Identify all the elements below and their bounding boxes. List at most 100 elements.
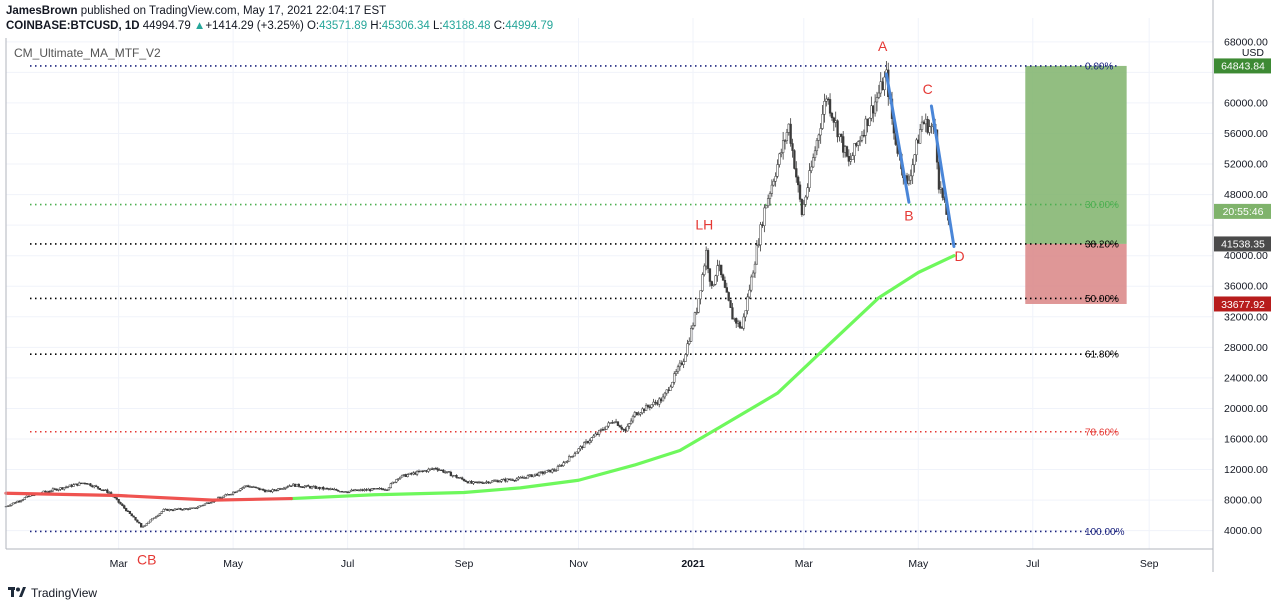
chart-header: JamesBrown published on TradingView.com,… — [6, 4, 553, 34]
target-zone — [1025, 65, 1127, 244]
fib-level-label: 100.00% — [1085, 527, 1125, 538]
candle-body — [506, 478, 509, 482]
candle-body — [404, 474, 407, 477]
fib-level-label: 30.00% — [1085, 200, 1119, 211]
candle-body — [588, 440, 591, 444]
annotation-b: B — [904, 208, 913, 224]
candle-body — [496, 480, 499, 483]
candle-body — [812, 157, 815, 168]
candle-body — [721, 274, 725, 281]
candle-body — [562, 462, 565, 466]
candle-body — [551, 469, 554, 473]
candle-body — [750, 276, 753, 291]
candle-body — [926, 118, 929, 133]
candle-body — [156, 514, 160, 517]
candle-body — [842, 136, 845, 153]
candle-body — [573, 453, 576, 457]
y-tick-label: 16000.00 — [1224, 434, 1268, 446]
candle-body — [19, 500, 23, 502]
candle-body — [78, 482, 81, 486]
author-name[interactable]: JamesBrown — [6, 5, 78, 17]
candle-body — [701, 274, 704, 291]
price-label: 41538.35 — [1221, 239, 1265, 251]
candle-body — [308, 486, 312, 489]
candle-body — [344, 491, 347, 493]
candle-body — [44, 490, 47, 493]
candle-body — [340, 491, 344, 493]
candle-body — [491, 480, 494, 483]
candle-body — [94, 485, 98, 487]
candle-body — [96, 486, 100, 489]
candle-body — [247, 485, 250, 488]
candle-body — [49, 490, 53, 493]
candle-body — [79, 482, 83, 485]
candle-body — [263, 489, 267, 493]
candle-body — [106, 489, 109, 493]
candle-body — [303, 485, 306, 488]
candle-body — [772, 180, 775, 186]
candle-body — [63, 487, 66, 490]
fib-level-label: 50.00% — [1085, 294, 1119, 305]
footer-branding[interactable]: TradingView — [8, 586, 97, 600]
candle-body — [429, 468, 432, 470]
candle-body — [519, 477, 522, 479]
candle-body — [476, 481, 479, 483]
candle-body — [652, 401, 655, 405]
candle-body — [102, 489, 105, 491]
candle-body — [596, 433, 599, 436]
candle-body — [855, 143, 858, 146]
position-zones — [1025, 65, 1127, 304]
candle-body — [757, 244, 760, 246]
candle-body — [684, 354, 687, 362]
candle-body — [200, 505, 203, 507]
candle-body — [389, 483, 392, 488]
candle-body — [697, 298, 700, 313]
indicator-label[interactable]: CM_Ultimate_MA_MTF_V2 — [14, 46, 161, 60]
y-tick-label: 4000.00 — [1224, 525, 1262, 537]
price-label-bg — [1214, 58, 1271, 74]
candle-body — [564, 461, 567, 463]
candle-body — [346, 491, 349, 494]
candle-body — [534, 473, 537, 476]
candle-body — [421, 470, 424, 472]
candle-body — [104, 489, 107, 492]
candle-body — [81, 482, 85, 485]
candle-body — [742, 316, 745, 329]
candle-body — [245, 485, 248, 487]
candle-body — [337, 490, 340, 492]
candle-body — [329, 488, 332, 490]
candle-body — [492, 480, 496, 482]
candle-body — [367, 489, 370, 491]
candle-body — [911, 164, 914, 177]
candle-body — [870, 105, 873, 119]
y-tick-label: 28000.00 — [1224, 342, 1268, 354]
candle-body — [353, 489, 357, 492]
candle-body — [753, 263, 757, 274]
candle-body — [399, 476, 402, 479]
candle-body — [173, 508, 177, 511]
candle-body — [802, 204, 805, 215]
fibonacci-levels: 0.00% 30.00% 38.20% 50.00% 61.80% 78.60% 100.0… — [30, 61, 1125, 538]
candle-body — [380, 488, 383, 490]
candle-body — [316, 486, 319, 489]
candle-body — [57, 489, 60, 491]
candle-body — [671, 381, 674, 388]
candle-body — [74, 483, 77, 485]
symbol-label[interactable]: COINBASE:BTCUSD, 1D — [6, 20, 140, 32]
candle-body — [228, 494, 231, 496]
candle-body — [391, 481, 394, 485]
tradingview-logo-icon — [8, 587, 26, 597]
candle-body — [70, 484, 73, 487]
candle-body — [840, 133, 843, 137]
candle-body — [663, 392, 667, 398]
candle-body — [748, 289, 751, 298]
candle-body — [611, 422, 614, 424]
candle-body — [688, 341, 691, 345]
candle-body — [417, 471, 421, 473]
candle-body — [487, 481, 490, 484]
candle-body — [851, 155, 854, 160]
candle-body — [305, 485, 308, 487]
candle-body — [464, 480, 468, 482]
candle-body — [614, 421, 618, 423]
